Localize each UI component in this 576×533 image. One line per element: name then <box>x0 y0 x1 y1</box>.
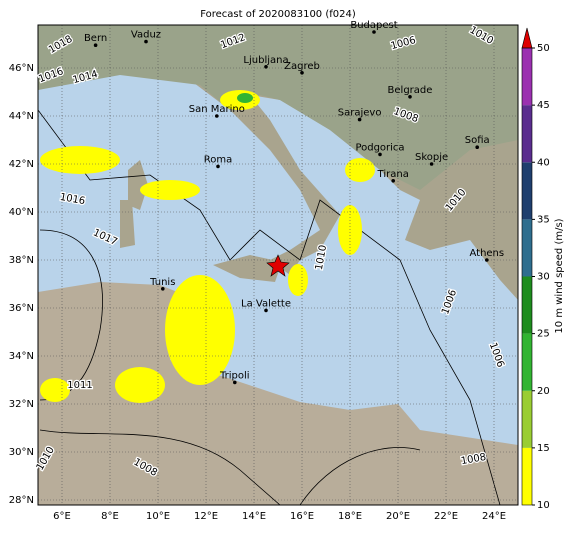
isobars <box>38 109 501 505</box>
colorbar-tick-label: 10 <box>537 500 550 511</box>
colorbar-tick-label: 50 <box>537 43 550 54</box>
city-dot <box>475 145 480 149</box>
city-label: Zagreb <box>284 61 320 72</box>
wind-fill <box>40 90 375 403</box>
colorbar-segment <box>522 390 532 448</box>
city-label: Tirana <box>377 169 409 180</box>
colorbar-tick-label: 30 <box>537 272 550 283</box>
colorbar-segment <box>522 219 532 277</box>
city-dot <box>357 117 362 122</box>
city-label: Skopje <box>415 152 448 163</box>
city-label: Vaduz <box>131 30 161 41</box>
city-label: Sarajevo <box>338 108 382 119</box>
city-dot <box>215 114 219 118</box>
city-dot <box>408 95 412 99</box>
city-label: Athens <box>469 248 504 259</box>
lon-tick-label: 12°E <box>194 511 218 522</box>
city-label: La Valette <box>241 298 291 309</box>
colorbar-segment <box>522 48 532 106</box>
city-dot <box>485 258 489 262</box>
city-label: San Marino <box>189 104 245 115</box>
lat-tick-label: 32°N <box>9 399 34 410</box>
map-frame <box>37 24 519 506</box>
city-dot <box>264 308 268 313</box>
colorbar-segment <box>522 447 532 505</box>
lat-tick-label: 46°N <box>9 63 34 74</box>
colorbar-tick-label: 35 <box>537 214 550 225</box>
city-label: Tunis <box>149 277 175 288</box>
city-label: Belgrade <box>388 85 433 96</box>
star-marker <box>266 254 290 277</box>
lat-tick-label: 42°N <box>9 159 34 170</box>
lon-tick-label: 24°E <box>482 511 506 522</box>
colorbar-label: 10 m wind speed (m/s) <box>554 218 565 333</box>
lat-tick-label: 40°N <box>9 207 34 218</box>
colorbar-tick-label: 25 <box>537 329 550 340</box>
map <box>38 25 518 505</box>
lon-tick-label: 18°E <box>338 511 362 522</box>
city-dot <box>264 65 268 69</box>
city-dot <box>429 162 434 166</box>
city-dot <box>144 39 148 44</box>
colorbar-segment <box>522 105 532 163</box>
colorbar-extend <box>521 27 533 49</box>
city-label: Tripoli <box>219 370 250 381</box>
city-dot <box>378 152 382 157</box>
lon-tick-label: 8°E <box>101 511 119 522</box>
islands <box>120 160 148 248</box>
colorbar-segment <box>522 162 532 220</box>
lon-tick-label: 16°E <box>290 511 314 522</box>
title: Forecast of 2020083100 (f024) <box>200 9 356 20</box>
colorbar-tick-label: 15 <box>537 443 550 454</box>
city-dot <box>93 43 98 47</box>
lon-tick-label: 22°E <box>434 511 458 522</box>
city-dot <box>372 30 376 34</box>
city-label: Budapest <box>350 20 397 31</box>
wind-fill-strong <box>237 93 253 103</box>
lat-tick-label: 36°N <box>9 303 34 314</box>
city-label: Ljubljana <box>243 55 288 66</box>
lat-tick-label: 34°N <box>9 351 34 362</box>
city-label: Sofia <box>465 135 490 146</box>
city-dot <box>233 380 237 385</box>
colorbar-segment <box>522 333 532 391</box>
lon-tick-label: 10°E <box>146 511 170 522</box>
colorbar-tick-label: 45 <box>537 100 550 111</box>
city-label: Podgorica <box>355 142 404 153</box>
lat-tick-label: 28°N <box>9 495 34 506</box>
city-dot <box>391 179 396 183</box>
lat-tick-label: 44°N <box>9 111 34 122</box>
sicily <box>213 255 282 282</box>
city-label: Bern <box>84 33 107 44</box>
lat-tick-label: 30°N <box>9 447 34 458</box>
colorbar-tick-label: 20 <box>537 386 550 397</box>
city-dot <box>300 71 304 75</box>
city-dot <box>216 164 220 169</box>
lon-tick-label: 6°E <box>53 511 71 522</box>
city-label: Roma <box>204 154 233 165</box>
city-dot <box>161 287 165 291</box>
colorbar-segment <box>522 276 532 334</box>
lon-tick-label: 20°E <box>386 511 410 522</box>
isobar-label: 1011 <box>67 380 92 391</box>
lon-tick-label: 14°E <box>242 511 266 522</box>
lat-tick-label: 38°N <box>9 255 34 266</box>
colorbar-tick-label: 40 <box>537 157 550 168</box>
